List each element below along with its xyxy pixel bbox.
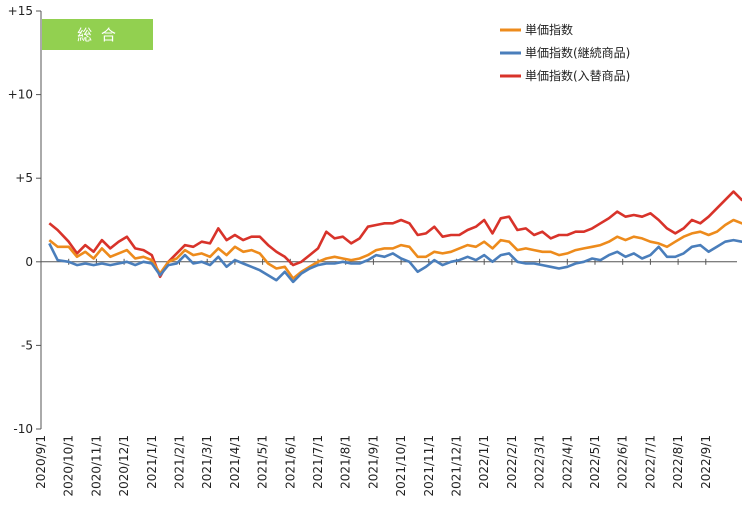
y-tick-label: +5 [15, 171, 33, 185]
x-tick-label: 2022/5/1 [588, 435, 602, 489]
y-axis-ticks: +15 +10 +5 0 -5 -10 [8, 4, 41, 436]
x-tick-label: 2021/8/1 [339, 435, 353, 489]
x-tick-label: 2021/5/1 [256, 435, 270, 489]
y-tick-label: +10 [8, 88, 33, 102]
x-tick-label: 2022/7/1 [643, 435, 657, 489]
x-tick-label: 2020/10/1 [62, 435, 76, 497]
x-tick-label: 2021/9/1 [366, 435, 380, 489]
x-axis-ticks: 2020/9/1 2020/10/1 2020/11/1 2020/12/1 2021/… [34, 258, 713, 497]
series-line-0 [48, 218, 742, 280]
legend-label: 単価指数(継続商品) [525, 45, 630, 60]
y-tick-label: 0 [25, 255, 33, 269]
x-tick-label: 2021/11/1 [422, 435, 436, 497]
x-tick-label: 2021/12/1 [450, 435, 464, 497]
x-tick-label: 2021/1/1 [145, 435, 159, 489]
x-tick-label: 2021/10/1 [394, 435, 408, 497]
x-tick-label: 2021/2/1 [173, 435, 187, 489]
category-badge-label: 総 合 [77, 26, 118, 44]
x-tick-label: 2022/4/1 [560, 435, 574, 489]
x-tick-label: 2021/4/1 [228, 435, 242, 489]
x-tick-label: 2022/3/1 [533, 435, 547, 489]
series-line-1 [48, 238, 742, 284]
x-tick-label: 2021/7/1 [311, 435, 325, 489]
x-tick-label: 2022/9/1 [699, 435, 713, 489]
category-badge: 総 合 [42, 19, 153, 50]
legend-label: 単価指数 [525, 22, 573, 37]
x-tick-label: 2021/3/1 [200, 435, 214, 489]
x-tick-label: 2022/2/1 [505, 435, 519, 489]
x-tick-label: 2022/8/1 [671, 435, 685, 489]
x-tick-label: 2020/12/1 [117, 435, 131, 497]
chart-axes [40, 11, 737, 429]
x-tick-label: 2020/11/1 [89, 435, 103, 497]
y-tick-label: +15 [8, 4, 33, 18]
x-tick-label: 2021/6/1 [283, 435, 297, 489]
y-tick-label: -10 [13, 422, 33, 436]
x-tick-label: 2020/9/1 [34, 435, 48, 489]
x-tick-label: 2022/1/1 [477, 435, 491, 489]
series-lines [48, 190, 742, 284]
x-tick-label: 2022/6/1 [616, 435, 630, 489]
y-tick-label: -5 [21, 338, 33, 352]
legend-label: 単価指数(入替商品) [525, 68, 630, 83]
